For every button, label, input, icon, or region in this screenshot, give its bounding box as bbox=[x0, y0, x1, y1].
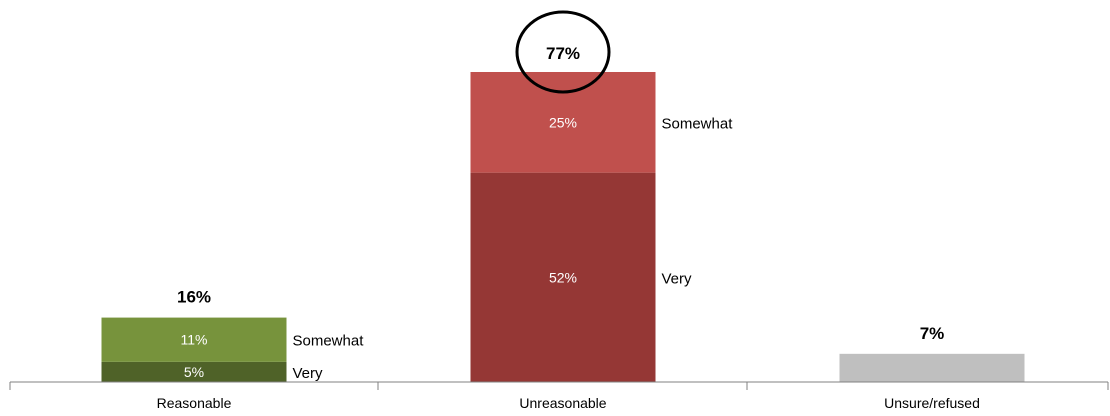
x-axis-ticks bbox=[9, 382, 1109, 390]
bar-segment bbox=[839, 353, 1025, 382]
segment-name-label: Somewhat bbox=[293, 333, 365, 350]
segment-value-label: 25% bbox=[549, 114, 577, 130]
bars-layer bbox=[101, 72, 1025, 382]
segment-name-label: Very bbox=[662, 270, 693, 287]
segment-value-label: 11% bbox=[181, 332, 208, 348]
segment-value-label: 5% bbox=[184, 364, 204, 380]
highlight-circle bbox=[515, 10, 611, 94]
bar-segment bbox=[470, 172, 656, 382]
bar-segment bbox=[470, 72, 656, 173]
labels-layer: 5% Very 11% Somewhat 16% Reasonable 52% Very 25%… bbox=[157, 10, 980, 411]
category-label: Unreasonable bbox=[519, 395, 606, 411]
bar-total-label: 7% bbox=[920, 324, 945, 343]
bar-segment bbox=[101, 317, 287, 362]
bar-total-label: 16% bbox=[177, 288, 211, 307]
category-label: Reasonable bbox=[157, 395, 232, 411]
segment-value-label: 52% bbox=[549, 269, 577, 285]
category-label: Unsure/refused bbox=[884, 395, 980, 411]
bar-segment bbox=[101, 361, 287, 382]
bar-total-label: 77% bbox=[546, 44, 580, 63]
segment-name-label: Somewhat bbox=[662, 115, 734, 132]
segment-name-label: Very bbox=[293, 365, 324, 382]
